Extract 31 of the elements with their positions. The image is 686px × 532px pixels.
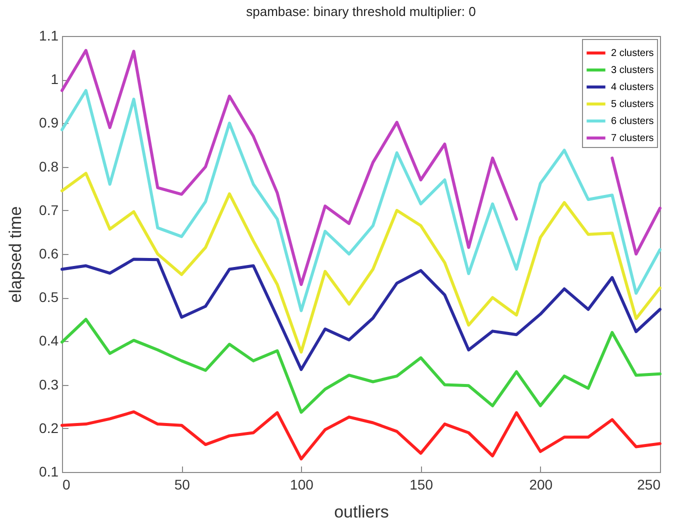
line-series — [60, 89, 662, 312]
legend-label: 5 clusters — [611, 99, 654, 110]
y-axis-title: elapsed time — [6, 206, 26, 303]
line-series — [60, 410, 662, 460]
x-tick-label: 100 — [290, 476, 314, 492]
x-tick-label: 50 — [174, 476, 190, 492]
chart-title: spambase: binary threshold multiplier: 0 — [246, 4, 476, 19]
x-tick-label: 150 — [410, 476, 434, 492]
y-tick-label: 0.4 — [39, 332, 59, 349]
legend-label: 2 clusters — [611, 48, 654, 59]
y-tick-label: 0.5 — [39, 289, 59, 306]
y-tick-label: 0.2 — [39, 420, 59, 436]
y-tick-label: 1.1 — [39, 28, 59, 44]
y-tick-label: 0.7 — [39, 202, 59, 218]
y-tick-label: 0.6 — [39, 246, 59, 262]
y-tick-label: 0.3 — [39, 376, 59, 392]
line-series — [60, 258, 662, 372]
y-tick-label: 0.8 — [39, 158, 59, 174]
line-series — [60, 172, 662, 354]
y-tick-label: 1 — [50, 71, 59, 88]
legend-label: 4 clusters — [611, 82, 654, 93]
legend-label: 7 clusters — [611, 133, 654, 144]
line-series — [60, 318, 662, 414]
x-tick-label: 0 — [62, 476, 70, 492]
legend-label: 6 clusters — [611, 116, 654, 127]
legend-label: 3 clusters — [611, 65, 654, 76]
y-tick-label: 0.1 — [39, 464, 59, 480]
x-axis-title: outliers — [334, 502, 389, 522]
x-tick-label: 200 — [529, 476, 553, 492]
x-tick-label: 250 — [637, 476, 661, 492]
y-tick-label: 0.9 — [39, 114, 59, 131]
